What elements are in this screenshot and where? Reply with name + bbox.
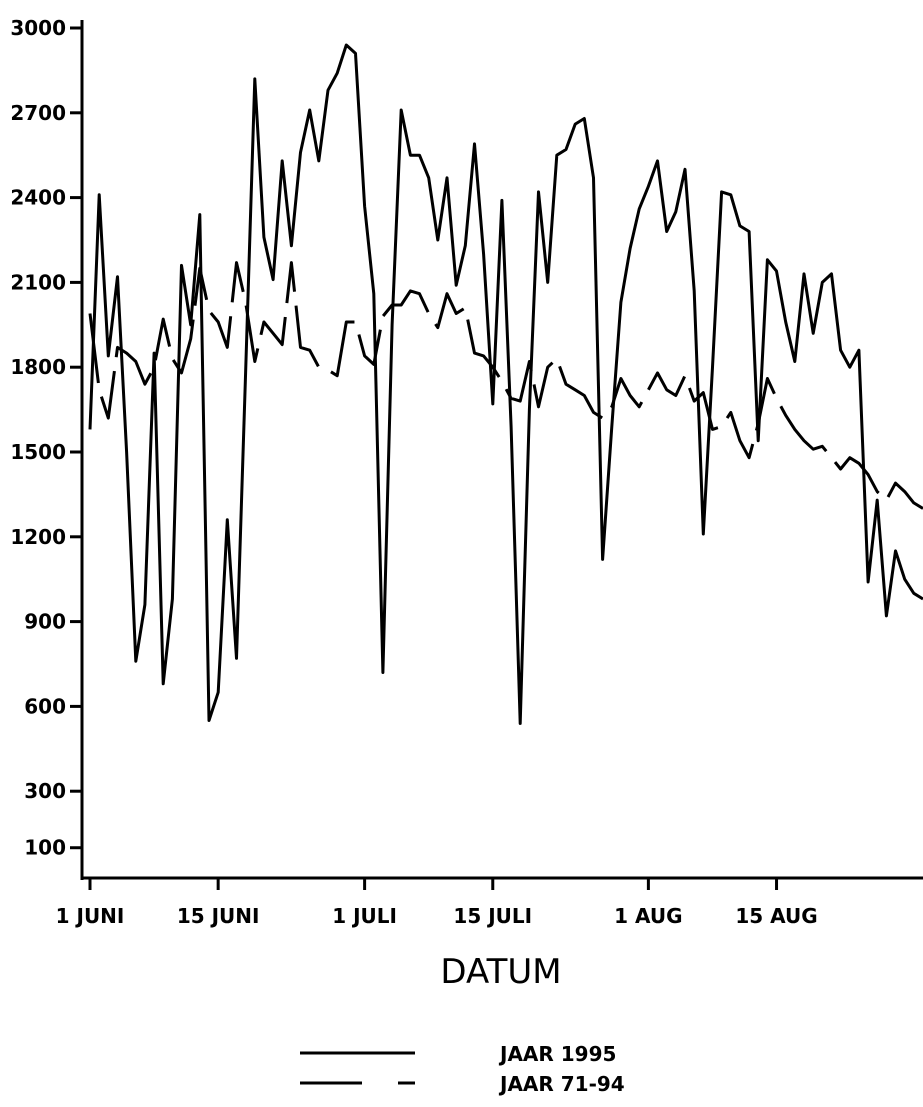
y-tick-label: 3000 — [10, 16, 66, 40]
x-tick-label: 15 JUNI — [177, 904, 260, 928]
x-tick-label: 1 AUG — [614, 904, 682, 928]
y-tick-label: 1500 — [10, 440, 66, 464]
series-line-1995 — [88, 43, 923, 725]
y-tick-label: 300 — [24, 779, 66, 803]
y-tick-label: 2100 — [10, 270, 66, 294]
x-tick-label: 1 JUNI — [56, 904, 125, 928]
y-tick-label: 900 — [24, 610, 66, 634]
y-tick-label: 100 — [24, 836, 66, 860]
y-tick-label: 1200 — [10, 525, 66, 549]
y-tick-label: 600 — [24, 694, 66, 718]
axes — [80, 20, 923, 880]
y-tick-label: 2400 — [10, 186, 66, 210]
x-axis-ticks: 1 JUNI 15 JUNI 1 JULI 15 JULI 1 AUG 15 AUG — [56, 878, 818, 928]
legend: JAAR 1995 JAAR 71-94 — [300, 1042, 625, 1096]
series-line-71-94 — [88, 261, 923, 510]
x-tick-label: 15 AUG — [735, 904, 817, 928]
y-tick-label: 1800 — [10, 355, 66, 379]
y-tick-label: 2700 — [10, 101, 66, 125]
x-axis-title: DATUM — [440, 952, 561, 992]
legend-label: JAAR 1995 — [498, 1042, 616, 1066]
y-axis-ticks: 3000 2700 2400 2100 1800 1500 1200 900 600 300 100 — [10, 16, 82, 860]
x-tick-label: 15 JULI — [453, 904, 532, 928]
series-layer — [88, 43, 923, 725]
x-tick-label: 1 JULI — [332, 904, 397, 928]
legend-label: JAAR 71-94 — [498, 1072, 625, 1096]
